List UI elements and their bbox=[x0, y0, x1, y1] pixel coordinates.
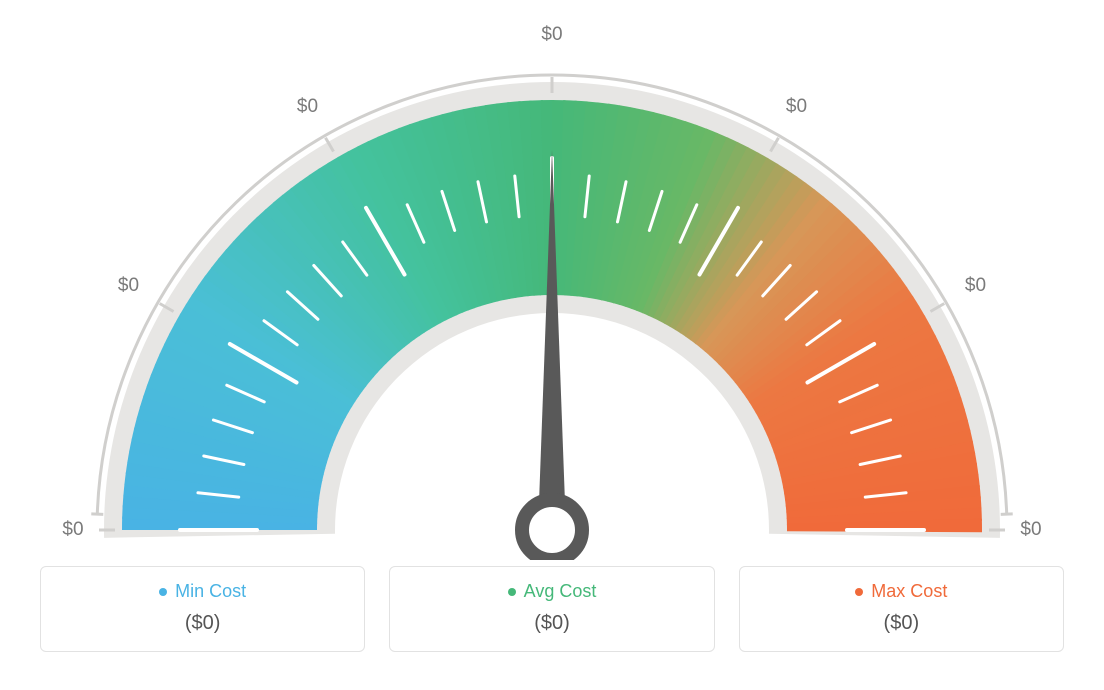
legend-value-max: ($0) bbox=[750, 612, 1053, 635]
legend-label-text: Min Cost bbox=[175, 581, 246, 602]
legend-card-max: Max Cost ($0) bbox=[739, 566, 1064, 652]
gauge-tick-label: $0 bbox=[118, 275, 139, 297]
gauge-tick-label: $0 bbox=[62, 519, 83, 541]
gauge-tick-label: $0 bbox=[786, 96, 807, 118]
dot-icon bbox=[855, 588, 863, 596]
gauge-chart: $0 $0 $0 $0 $0 $0 $0 bbox=[0, 0, 1104, 560]
legend-label-max: Max Cost bbox=[855, 581, 947, 602]
gauge-tick-label: $0 bbox=[297, 96, 318, 118]
legend-value-min: ($0) bbox=[51, 612, 354, 635]
gauge-svg bbox=[22, 0, 1082, 560]
legend-row: Min Cost ($0) Avg Cost ($0) Max Cost ($0… bbox=[0, 560, 1104, 652]
legend-label-avg: Avg Cost bbox=[508, 581, 597, 602]
legend-value-avg: ($0) bbox=[400, 612, 703, 635]
gauge-tick-label: $0 bbox=[965, 275, 986, 297]
dot-icon bbox=[159, 588, 167, 596]
dot-icon bbox=[508, 588, 516, 596]
legend-card-min: Min Cost ($0) bbox=[40, 566, 365, 652]
legend-card-avg: Avg Cost ($0) bbox=[389, 566, 714, 652]
legend-label-min: Min Cost bbox=[159, 581, 246, 602]
legend-label-text: Max Cost bbox=[871, 581, 947, 602]
gauge-tick-label: $0 bbox=[541, 24, 562, 46]
legend-label-text: Avg Cost bbox=[524, 581, 597, 602]
gauge-tick-label: $0 bbox=[1020, 519, 1041, 541]
